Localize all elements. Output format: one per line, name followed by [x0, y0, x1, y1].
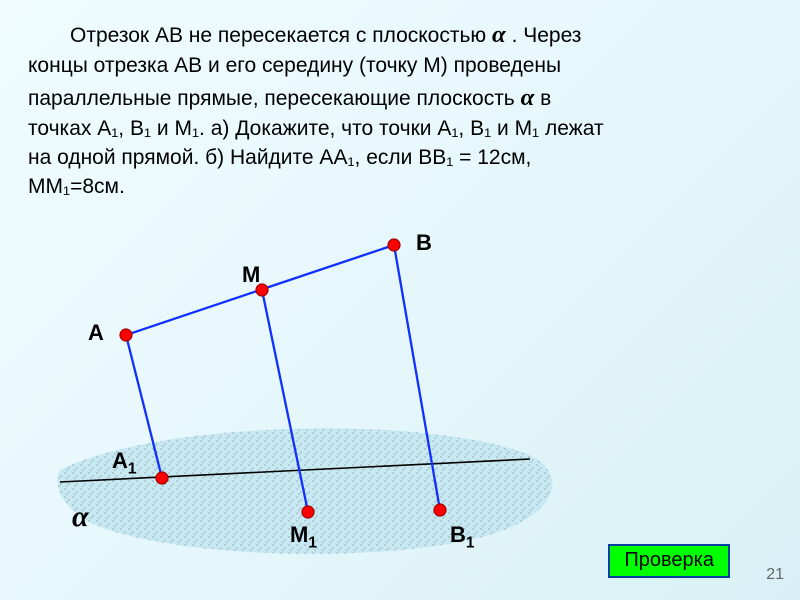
- segment-BB1: [394, 245, 440, 510]
- t-line2: концы отрезка AB и его середину (точку M…: [28, 54, 561, 77]
- label-A: A: [88, 320, 104, 346]
- alpha-inline-2: α: [521, 84, 535, 111]
- t-line4: точках A₁, B₁ и M₁. a) Докажите, что точ…: [28, 115, 772, 144]
- label-M1: M1: [290, 522, 317, 552]
- t-line6: MM₁=8см.: [28, 173, 772, 202]
- t-line3b: в: [540, 87, 551, 110]
- slide: Отрезок AB не пересекается с плоскостью …: [0, 0, 800, 600]
- point-B1: [434, 504, 446, 516]
- segment-AB: [126, 245, 394, 335]
- page-number: 21: [766, 566, 784, 584]
- label-B: B: [416, 230, 432, 256]
- point-A1: [156, 472, 168, 484]
- label-B1: B1: [450, 522, 474, 552]
- t-line1a: Отрезок AB не пересекается с плоскостью: [70, 24, 492, 47]
- problem-text: Отрезок AB не пересекается с плоскостью …: [28, 18, 772, 202]
- label-M: M: [242, 262, 260, 288]
- point-M1: [302, 506, 314, 518]
- label-alpha-plane: α: [72, 500, 89, 534]
- segment-MM1: [262, 290, 308, 512]
- t-line1b: . Через: [512, 24, 582, 47]
- t-line3a: параллельные прямые, пересекающие плоско…: [28, 87, 521, 110]
- label-A1: A1: [112, 448, 136, 478]
- t-line5: на одной прямой. б) Найдите AA₁, если BB…: [28, 144, 772, 173]
- check-button[interactable]: Проверка: [608, 544, 730, 578]
- point-A: [120, 329, 132, 341]
- point-B: [388, 239, 400, 251]
- alpha-inline-1: α: [492, 21, 506, 48]
